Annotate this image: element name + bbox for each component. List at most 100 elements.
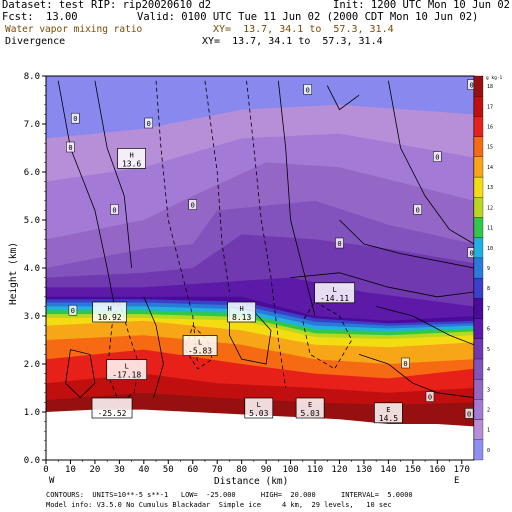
colorbar-unit: g kg-1 <box>486 75 503 81</box>
y-tick-label: 3.0 <box>24 312 40 322</box>
y-tick-label: 5.0 <box>24 216 40 226</box>
zero-label-box <box>66 141 75 153</box>
y-tick-label: 7.0 <box>24 120 40 130</box>
extremum-value: -25.52 <box>98 409 127 418</box>
x-tick-label: 160 <box>429 465 445 475</box>
colorbar-label: 0 <box>487 448 490 454</box>
extremum-type: L <box>125 363 129 371</box>
x-tick-label: 150 <box>405 465 421 475</box>
x-tick-label: 60 <box>187 465 198 475</box>
x-tick-label: 130 <box>356 465 372 475</box>
extremum-value: 14.5 <box>379 414 398 423</box>
extremum-type: L <box>198 339 202 347</box>
colorbar-label: 8 <box>487 286 490 292</box>
colorbar-label: 3 <box>487 387 490 393</box>
x-tick-label: 70 <box>212 465 223 475</box>
zero-label: 0 <box>469 82 473 90</box>
colorbar-label: 9 <box>487 266 490 272</box>
zero-label: 0 <box>467 410 471 418</box>
x-tick-label: 140 <box>380 465 396 475</box>
x-tick-label: 170 <box>454 465 470 475</box>
divergence-contour <box>358 354 474 398</box>
valid-label: Valid: 0100 UTC Tue 11 Jun 02 (2000 CDT … <box>137 11 479 23</box>
extremum-value: 10.92 <box>98 313 122 322</box>
zero-label: 0 <box>469 250 473 258</box>
extremum-value: 13.6 <box>122 159 141 168</box>
colorbar-swatch <box>473 96 484 117</box>
colorbar-swatch <box>473 399 484 420</box>
extremum-value: -5.83 <box>188 347 212 356</box>
zero-label-box <box>68 304 78 316</box>
x-right-endpoint: E <box>454 476 459 486</box>
colorbar-swatch <box>473 136 484 157</box>
extremum-value: 5.03 <box>301 409 320 418</box>
colorbar-label: 15 <box>487 145 493 151</box>
extremum-box <box>374 402 403 424</box>
divergence-contour <box>388 80 474 245</box>
colorbar-label: 11 <box>487 226 493 232</box>
colorbar-swatch <box>473 197 484 218</box>
contour-info: CONTOURS: UNITS=10**-5 s**-1 LOW= -25.00… <box>46 491 413 499</box>
divergence-contour <box>204 80 230 293</box>
extremum-box <box>117 148 146 169</box>
colorbar-swatch <box>473 358 484 380</box>
colorbar-label: 10 <box>487 246 493 252</box>
zero-label: 0 <box>435 154 439 162</box>
zero-label: 0 <box>147 120 151 128</box>
extremum-type: L <box>332 286 336 294</box>
zero-label-box <box>335 237 344 249</box>
colorbar-label: 1 <box>487 428 490 434</box>
zero-label-box <box>433 151 442 162</box>
zero-label-box <box>413 204 422 215</box>
colorbar-label: 4 <box>487 367 490 373</box>
x-tick-label: 20 <box>89 465 100 475</box>
zero-label-box <box>401 357 410 369</box>
extremum-value: 8.13 <box>232 313 251 322</box>
fcst-value: 13.00 <box>46 11 78 23</box>
extremum-box <box>106 359 148 380</box>
divergence-contour <box>94 80 132 269</box>
x-tick-label: 100 <box>282 465 298 475</box>
colorbar-label: 18 <box>487 84 493 90</box>
x-axis: 0 10 20 30 40 50 60 70 80 90 100 110 120 130 140 150 160… <box>43 460 470 475</box>
field1-xy: XY= 13.7, 34.1 to 57.3, 31.4 <box>213 24 394 35</box>
colorbar-label: 16 <box>487 125 493 131</box>
zero-label-box <box>144 117 153 129</box>
x-tick-label: 0 <box>43 465 48 475</box>
y-tick-label: 6.0 <box>24 168 40 178</box>
divergence-contour <box>376 306 474 346</box>
ground-fill <box>46 409 474 460</box>
zero-label-box <box>110 204 119 215</box>
zero-label: 0 <box>112 206 116 214</box>
fcst-label: Fcst: <box>2 11 34 23</box>
divergence-contour <box>143 296 164 398</box>
divergence-contour <box>246 80 287 389</box>
rip-label: RIP: rip20020610 d2 <box>91 0 212 11</box>
divergence-contour <box>106 301 140 403</box>
zero-label: 0 <box>337 240 341 248</box>
x-tick-label: 110 <box>307 465 323 475</box>
zero-label: 0 <box>71 307 75 315</box>
colorbar-label: 6 <box>487 327 490 333</box>
extremum-box <box>227 301 257 323</box>
extremum-value: -14.11 <box>320 294 349 303</box>
extremum-box <box>314 282 355 304</box>
dataset-label: Dataset: test <box>2 0 85 11</box>
colorbar-swatch <box>473 75 484 97</box>
x-tick-label: 80 <box>236 465 247 475</box>
colorbar-swatch <box>473 318 484 339</box>
colorbar-swatch <box>473 379 484 400</box>
x-tick-label: 30 <box>114 465 125 475</box>
divergence-contour <box>65 349 96 399</box>
zero-label: 0 <box>306 86 310 94</box>
extremum-type: H <box>240 305 244 313</box>
field2-label: Divergence <box>5 36 66 47</box>
divergence-contour <box>339 219 474 269</box>
zero-label: 0 <box>68 144 72 152</box>
model-info: Model info: V3.5.0 No Cumulus Blackadar … <box>46 501 392 509</box>
x-axis-title: Distance (km) <box>214 476 288 487</box>
x-tick-label: 50 <box>163 465 174 475</box>
divergence-contour <box>326 85 360 111</box>
